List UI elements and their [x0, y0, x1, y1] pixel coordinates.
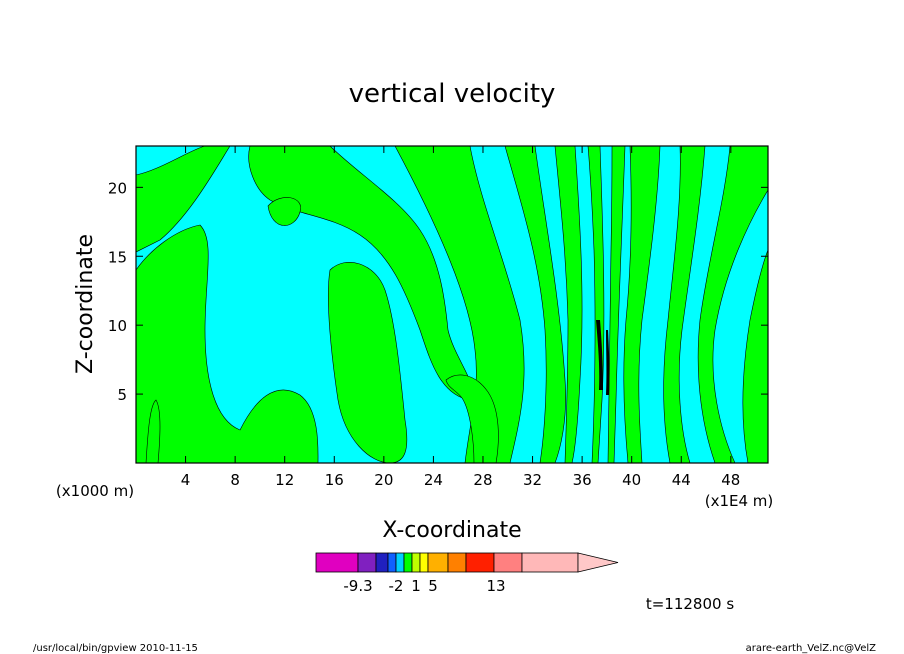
footer-right: arare-earth_VelZ.nc@VelZ	[746, 643, 877, 654]
colorbar-segment	[419, 552, 429, 573]
x-tick-label: 16	[325, 471, 344, 489]
contour-field	[136, 146, 768, 463]
x-tick-label: 8	[230, 471, 240, 489]
colorbar-label: -2	[389, 577, 404, 595]
positive-bands	[136, 146, 768, 463]
x-tick-label: 36	[573, 471, 592, 489]
y-axis: 5 10 15 20	[108, 179, 768, 404]
x-unit-left: (x1000 m)	[56, 482, 134, 500]
colorbar-segment	[427, 552, 449, 573]
colorbar-segment	[403, 552, 413, 573]
x-tick-label: 24	[424, 471, 443, 489]
positive-band	[267, 197, 301, 226]
x-tick-label: 20	[374, 471, 393, 489]
colorbar-segment	[375, 552, 389, 573]
y-tick-label: 20	[108, 179, 127, 197]
x-tick-label: 4	[181, 471, 191, 489]
positive-band	[623, 146, 661, 463]
x-unit-right: (x1E4 m)	[705, 492, 774, 510]
colorbar-label: 1	[411, 577, 421, 595]
positive-band	[663, 146, 706, 463]
x-tick-label: 44	[672, 471, 691, 489]
colorbar-segment	[387, 552, 397, 573]
colorbar-segment	[395, 552, 405, 573]
y-tick-label: 10	[108, 317, 127, 335]
colorbar-segment	[493, 552, 523, 573]
colorbar-label: 13	[486, 577, 505, 595]
positive-band	[504, 146, 566, 463]
positive-band	[136, 224, 319, 463]
x-tick-label: 12	[275, 471, 294, 489]
strong-updraft	[606, 330, 610, 395]
positive-band	[742, 249, 768, 463]
chart-title: vertical velocity	[349, 79, 556, 109]
y-tick-label: 15	[108, 248, 127, 266]
footer-left: /usr/local/bin/gpview 2010-11-15	[33, 643, 198, 654]
colorbar-label: 5	[428, 577, 438, 595]
colorbar-segment	[447, 552, 467, 573]
colorbar-segment	[465, 552, 495, 573]
x-tick-label: 32	[523, 471, 542, 489]
colorbar-segment	[521, 552, 579, 573]
y-axis-label: Z-coordinate	[73, 234, 98, 374]
positive-band	[445, 374, 499, 463]
positive-band	[145, 399, 161, 463]
colorbar-arrow	[577, 552, 619, 573]
positive-band	[327, 262, 408, 463]
plot-frame	[135, 145, 769, 464]
colorbar-segment	[411, 552, 421, 573]
colorbar-segment	[315, 552, 359, 573]
positive-band	[136, 146, 231, 253]
colorbar-segment	[357, 552, 377, 573]
strong-updraft	[596, 320, 603, 390]
x-axis-label: X-coordinate	[382, 518, 521, 543]
x-tick-label: 28	[473, 471, 492, 489]
x-tick-label: 48	[721, 471, 740, 489]
positive-band	[607, 146, 626, 463]
colorbar: -9.3 -2 1 5 13	[315, 552, 619, 595]
time-label: t=112800 s	[646, 595, 734, 613]
positive-band	[697, 146, 768, 463]
y-tick-label: 5	[117, 386, 127, 404]
x-axis: 4 8 12 16 20 24 28 32 36 40 44 48	[181, 146, 740, 489]
positive-band	[554, 146, 583, 463]
colorbar-label: -9.3	[343, 577, 372, 595]
x-tick-label: 40	[622, 471, 641, 489]
